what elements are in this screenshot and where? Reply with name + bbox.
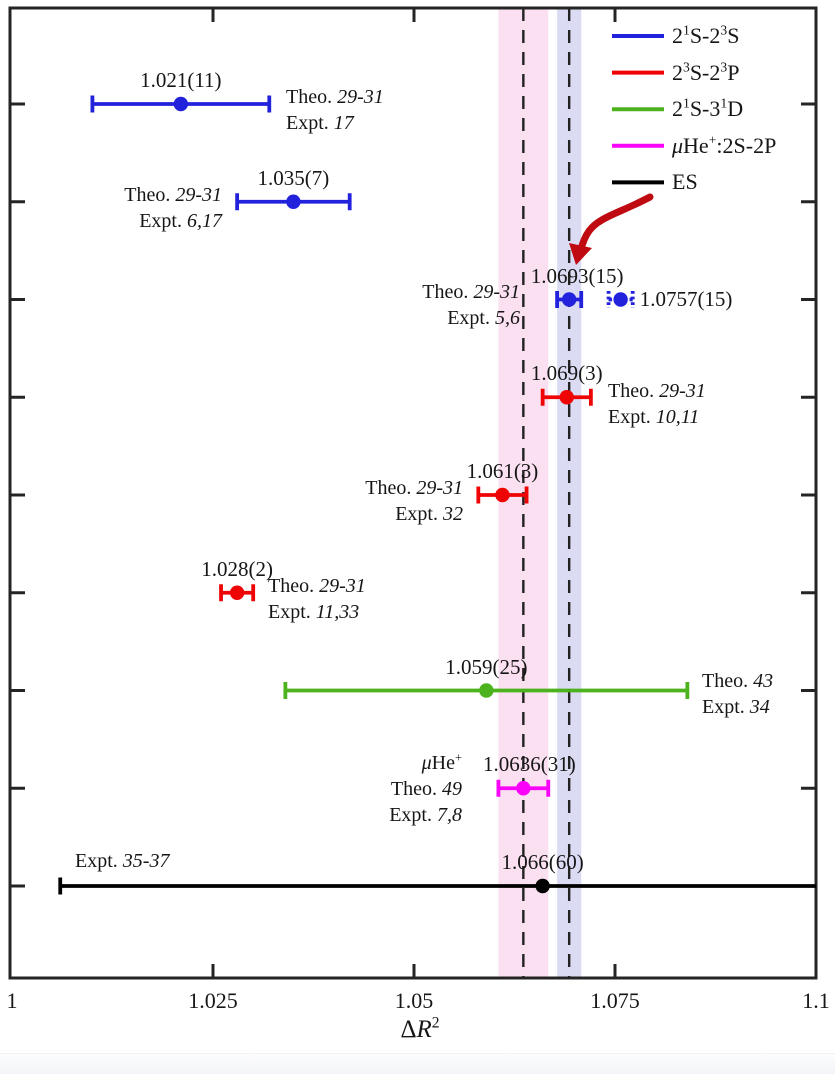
plot-border <box>8 6 818 980</box>
errorbar-point-4 <box>540 388 593 406</box>
errorbar-point-9 <box>58 877 816 895</box>
data-marker <box>516 781 531 796</box>
errorbar-point-5 <box>476 486 529 504</box>
data-marker <box>229 585 245 600</box>
data-marker <box>613 292 628 307</box>
data-marker <box>286 194 301 209</box>
data-marker <box>535 878 550 894</box>
annotation-arrow-head <box>569 243 592 265</box>
annotation-arrow <box>577 193 654 255</box>
data-marker <box>173 96 189 112</box>
errorbar-point-2 <box>555 291 584 308</box>
page-footer-strip <box>0 1053 835 1074</box>
data-marker <box>559 390 574 405</box>
errorbar-point-1 <box>235 193 352 211</box>
data-marker <box>561 292 577 307</box>
data-marker <box>495 487 510 503</box>
errorbar-point-3 <box>606 291 635 308</box>
errorbar-point-6 <box>219 584 256 602</box>
data-marker <box>479 683 494 698</box>
errorbar-point-0 <box>90 95 272 113</box>
errorbar-point-7 <box>283 682 690 699</box>
errorbar-point-8 <box>496 779 551 797</box>
